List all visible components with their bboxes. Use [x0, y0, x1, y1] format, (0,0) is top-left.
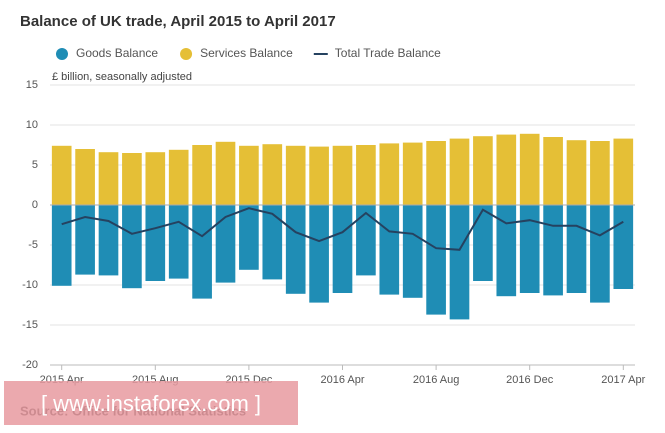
bar: [192, 145, 212, 205]
bar: [426, 141, 446, 205]
y-tick-label: 15: [26, 79, 38, 91]
y-tick-label: -10: [22, 279, 38, 291]
watermark-box: [4, 381, 298, 425]
y-tick-label: -20: [22, 359, 38, 371]
bar: [75, 149, 95, 205]
bar: [496, 134, 517, 205]
bar: [122, 205, 142, 289]
bar: [379, 143, 400, 205]
bar: [192, 205, 212, 299]
legend-label: Services Balance: [200, 46, 293, 60]
bar: [98, 152, 119, 205]
bar: [613, 205, 634, 289]
bar: [473, 205, 493, 281]
legend-label: Total Trade Balance: [335, 46, 441, 60]
bar: [332, 145, 353, 205]
y-tick-label: -5: [28, 239, 38, 251]
bar: [309, 205, 329, 303]
bar: [285, 205, 306, 294]
x-tick-label: 2016 Apr: [320, 374, 364, 386]
bar: [543, 205, 563, 296]
line: [61, 207, 624, 251]
bar: [449, 138, 470, 205]
bar: [75, 205, 95, 275]
bar: [262, 205, 283, 280]
bar: [473, 136, 493, 205]
bar: [519, 205, 540, 293]
bar: [239, 205, 259, 270]
chart-title: Balance of UK trade, April 2015 to April…: [20, 13, 336, 30]
bar: [543, 137, 563, 205]
x-tick-label: 2016 Aug: [413, 374, 460, 386]
bar: [145, 205, 166, 281]
bar: [309, 146, 329, 205]
bar: [402, 205, 423, 298]
bar: [285, 145, 306, 205]
bar: [215, 205, 236, 283]
y-axis-label: £ billion, seasonally adjusted: [52, 71, 192, 83]
bar: [122, 153, 142, 205]
bar: [402, 142, 423, 205]
bar: [51, 145, 72, 205]
x-tick-label: 2017 Apr: [601, 374, 645, 386]
bar: [262, 144, 283, 205]
bar: [613, 138, 634, 205]
legend-swatch: [56, 48, 68, 60]
bar: [449, 205, 470, 320]
bar: [379, 205, 400, 295]
y-tick-label: 10: [26, 119, 38, 131]
y-tick-label: -15: [22, 319, 38, 331]
bar: [215, 141, 236, 205]
bar: [98, 205, 119, 276]
y-tick-label: 5: [32, 159, 38, 171]
bar: [168, 149, 189, 205]
bar: [496, 205, 517, 297]
bar: [332, 205, 353, 293]
y-tick-label: 0: [32, 199, 38, 211]
bar: [519, 133, 540, 205]
bar: [590, 205, 610, 303]
watermark: [ www.instaforex.com ]: [41, 391, 261, 416]
bar: [356, 205, 376, 276]
x-tick-label: 2016 Dec: [506, 374, 554, 386]
bar: [239, 145, 259, 205]
bar: [145, 152, 166, 205]
legend-swatch: [180, 48, 193, 60]
bar: [566, 205, 587, 293]
legend-label: Goods Balance: [76, 46, 158, 60]
bar: [356, 145, 376, 205]
bar: [51, 205, 72, 286]
bar: [168, 205, 189, 279]
bar: [566, 140, 587, 205]
bar: [590, 141, 610, 205]
bar: [426, 205, 446, 315]
